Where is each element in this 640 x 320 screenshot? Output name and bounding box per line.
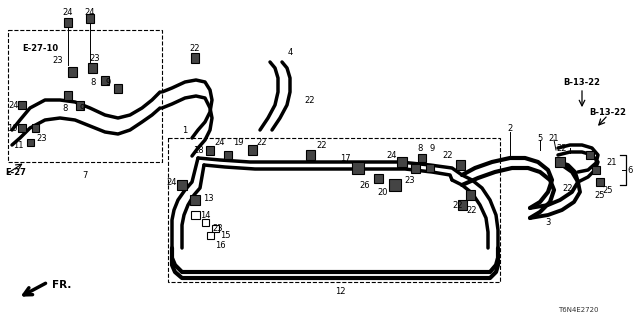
Text: 22: 22: [467, 205, 477, 214]
Text: 23: 23: [52, 55, 63, 65]
Text: 4: 4: [287, 47, 292, 57]
Text: 23: 23: [404, 175, 415, 185]
Text: 24: 24: [63, 7, 73, 17]
Text: E-27-10: E-27-10: [22, 44, 58, 52]
Text: 24: 24: [167, 178, 177, 187]
Bar: [224, 151, 232, 159]
Bar: [168, 138, 500, 282]
Bar: [374, 173, 383, 182]
Text: 8: 8: [90, 77, 96, 86]
Text: 9: 9: [79, 103, 84, 113]
Text: 15: 15: [220, 230, 230, 239]
Bar: [555, 157, 565, 167]
Bar: [8, 30, 162, 162]
Text: 22: 22: [257, 138, 268, 147]
Bar: [64, 18, 72, 27]
Text: 8: 8: [62, 103, 68, 113]
Bar: [206, 146, 214, 155]
Text: 23: 23: [36, 133, 47, 142]
Text: 3: 3: [545, 218, 550, 227]
Bar: [101, 76, 109, 84]
Text: 14: 14: [200, 211, 211, 220]
Bar: [26, 139, 33, 146]
Bar: [389, 179, 401, 191]
Text: 22: 22: [452, 201, 463, 210]
Text: 9: 9: [106, 77, 111, 86]
Bar: [191, 53, 199, 63]
Text: T6N4E2720: T6N4E2720: [557, 307, 598, 313]
Text: 22: 22: [305, 95, 316, 105]
Bar: [207, 231, 214, 238]
Text: 24: 24: [84, 7, 95, 17]
Text: 22: 22: [563, 183, 573, 193]
Bar: [202, 219, 209, 226]
Text: 22: 22: [557, 143, 567, 153]
Text: 9: 9: [429, 143, 435, 153]
Text: 24: 24: [215, 138, 225, 147]
Bar: [586, 151, 594, 159]
Text: 5: 5: [538, 133, 543, 142]
Bar: [248, 145, 257, 155]
Text: 6: 6: [627, 165, 633, 174]
Bar: [177, 180, 187, 190]
Text: 22: 22: [189, 44, 200, 52]
Text: 21: 21: [548, 133, 559, 142]
Bar: [114, 84, 122, 92]
Text: 24: 24: [387, 150, 397, 159]
Bar: [67, 67, 77, 77]
Text: 22: 22: [443, 150, 453, 159]
Text: 25: 25: [603, 186, 613, 195]
Text: 12: 12: [335, 287, 345, 297]
Text: FR.: FR.: [52, 280, 72, 290]
Bar: [211, 225, 218, 231]
Text: 2: 2: [508, 124, 513, 132]
Text: 8: 8: [417, 143, 422, 153]
Text: 19: 19: [233, 138, 243, 147]
Text: 26: 26: [360, 180, 371, 189]
Bar: [18, 101, 26, 109]
Text: 13: 13: [203, 194, 213, 203]
Bar: [418, 154, 426, 162]
Bar: [86, 13, 94, 22]
Text: E-27: E-27: [5, 167, 26, 177]
Text: 24: 24: [9, 100, 19, 109]
Bar: [592, 166, 600, 174]
Bar: [426, 164, 434, 172]
Text: B-13-22: B-13-22: [589, 108, 627, 116]
Bar: [465, 190, 474, 200]
Bar: [305, 150, 314, 160]
Bar: [64, 91, 72, 100]
Text: 1: 1: [182, 125, 188, 134]
Bar: [31, 124, 38, 132]
Bar: [190, 195, 200, 205]
Bar: [191, 211, 200, 219]
Text: 20: 20: [378, 188, 388, 196]
Bar: [397, 157, 407, 167]
Text: 17: 17: [340, 154, 350, 163]
Text: 18: 18: [193, 146, 204, 155]
Text: B-13-22: B-13-22: [563, 77, 600, 86]
Text: 16: 16: [214, 241, 225, 250]
Bar: [410, 164, 419, 172]
Text: 23: 23: [212, 223, 223, 233]
Bar: [88, 63, 97, 73]
Text: 25: 25: [595, 190, 605, 199]
Bar: [456, 160, 465, 170]
Bar: [18, 124, 26, 132]
Bar: [352, 162, 364, 174]
Text: 11: 11: [13, 140, 23, 149]
Bar: [458, 200, 467, 210]
Text: 10: 10: [7, 124, 17, 132]
Text: 23: 23: [90, 53, 100, 62]
Text: 7: 7: [83, 171, 88, 180]
Text: 22: 22: [317, 140, 327, 149]
Text: 21: 21: [607, 157, 617, 166]
Bar: [76, 100, 84, 109]
Bar: [596, 178, 604, 186]
